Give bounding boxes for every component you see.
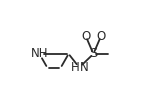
Text: NH: NH (31, 47, 48, 60)
Text: O: O (96, 30, 105, 43)
Text: O: O (82, 30, 91, 43)
Text: S: S (89, 47, 98, 60)
Text: H: H (71, 61, 79, 74)
Text: N: N (80, 61, 89, 74)
